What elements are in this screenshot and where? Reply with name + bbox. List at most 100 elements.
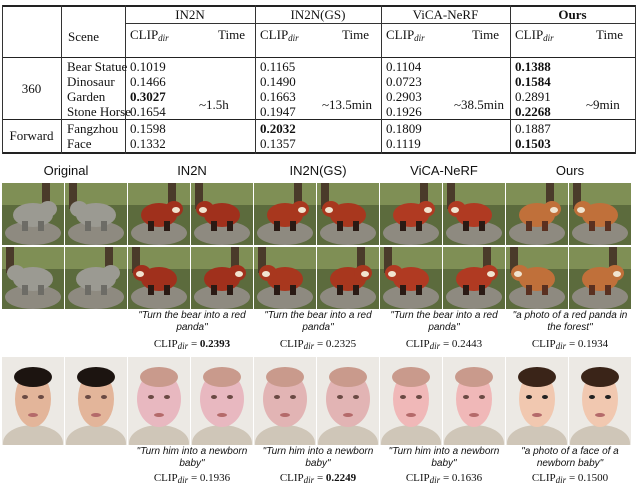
edited-bear-photo bbox=[317, 183, 379, 245]
edited-bear-photo bbox=[128, 183, 190, 245]
score-value: 0.1934 bbox=[577, 338, 609, 350]
edited-face-photo bbox=[191, 357, 253, 445]
value-cell: 0.1466 bbox=[130, 74, 166, 89]
edited-face-photo bbox=[317, 357, 379, 445]
score-value: 0.2249 bbox=[325, 472, 357, 484]
value-cell: 0.1663 bbox=[260, 89, 296, 104]
time-header: Time bbox=[472, 27, 499, 42]
col-divider bbox=[61, 5, 62, 154]
clip-header: CLIPdir bbox=[515, 27, 554, 43]
bear-prompt: "Turn the bear into a red panda" bbox=[390, 310, 498, 333]
score-value: 0.1500 bbox=[577, 472, 609, 484]
original-face-photo bbox=[2, 357, 64, 445]
edited-face-photo bbox=[128, 357, 190, 445]
clip-header: CLIPdir bbox=[260, 27, 299, 43]
edited-bear-photo bbox=[191, 183, 253, 245]
col-divider bbox=[2, 5, 3, 154]
bear-statue-photo bbox=[65, 247, 127, 309]
value-cell: 0.1332 bbox=[130, 136, 166, 151]
scene-name: Bear Statue bbox=[67, 59, 128, 74]
bear-prompt: "Turn the bear into a red panda" bbox=[138, 310, 246, 333]
value-cell: 0.1119 bbox=[386, 136, 421, 151]
table-header-rule bbox=[2, 57, 636, 58]
column-label-original: Original bbox=[43, 163, 89, 178]
time-header: Time bbox=[218, 27, 245, 42]
value-cell: 0.1165 bbox=[260, 59, 296, 74]
time-value: ~13.5min bbox=[322, 97, 373, 112]
edited-face-photo bbox=[254, 357, 316, 445]
scene-name: Fangzhou bbox=[67, 121, 119, 136]
scene-name: Garden bbox=[67, 89, 106, 104]
column-label-in2n: IN2N bbox=[177, 163, 207, 178]
edited-bear-photo bbox=[380, 183, 442, 245]
bear-clip-score: CLIPdir = 0.2443 bbox=[405, 338, 483, 351]
edited-bear-photo bbox=[569, 183, 631, 245]
value-cell: 0.1887 bbox=[515, 121, 551, 136]
value-cell: 0.1357 bbox=[260, 136, 296, 151]
score-value: 0.1936 bbox=[199, 472, 231, 484]
value-cell: 0.1926 bbox=[386, 104, 422, 119]
edited-bear-photo bbox=[191, 247, 253, 309]
face-prompt: "Turn him into a newborn baby" bbox=[388, 446, 500, 469]
col-divider bbox=[635, 5, 636, 154]
score-value: 0.2325 bbox=[325, 338, 357, 350]
scene-name: Stone Horse bbox=[67, 104, 131, 119]
original-face-photo bbox=[65, 357, 127, 445]
table-top-rule bbox=[2, 5, 636, 7]
face-prompt: "Turn him into a newborn baby" bbox=[136, 446, 248, 469]
edited-bear-photo bbox=[254, 247, 316, 309]
value-cell: 0.1490 bbox=[260, 74, 296, 89]
method-header-in2n-gs: IN2N(GS) bbox=[290, 7, 346, 22]
edited-bear-photo bbox=[254, 183, 316, 245]
method-header-ours: Ours bbox=[558, 7, 587, 22]
value-cell: 0.1503 bbox=[515, 136, 551, 151]
bear-statue-photo bbox=[2, 183, 64, 245]
value-cell: 0.1598 bbox=[130, 121, 166, 136]
face-prompt: "Turn him into a newborn baby" bbox=[262, 446, 374, 469]
edited-bear-photo bbox=[506, 247, 568, 309]
bear-clip-score: CLIPdir = 0.2325 bbox=[279, 338, 357, 351]
score-value: 0.1636 bbox=[451, 472, 483, 484]
face-clip-score: CLIPdir = 0.1636 bbox=[405, 472, 483, 485]
bear-statue-photo bbox=[65, 183, 127, 245]
time-value: ~9min bbox=[586, 97, 620, 112]
time-header: Time bbox=[596, 27, 623, 42]
col-divider bbox=[125, 5, 126, 154]
face-clip-score: CLIPdir = 0.1500 bbox=[531, 472, 609, 485]
clip-header: CLIPdir bbox=[130, 27, 169, 43]
edited-bear-photo bbox=[380, 247, 442, 309]
bear-prompt: "Turn the bear into a red panda" bbox=[264, 310, 372, 333]
value-cell: 0.1947 bbox=[260, 104, 296, 119]
column-label-vica-nerf: ViCA-NeRF bbox=[410, 163, 478, 178]
value-cell: 0.3027 bbox=[130, 89, 166, 104]
edited-face-photo bbox=[443, 357, 505, 445]
table-group-rule bbox=[2, 119, 636, 120]
value-cell: 0.1388 bbox=[515, 59, 551, 74]
value-cell: 0.1654 bbox=[130, 104, 166, 119]
table-bottom-rule bbox=[2, 152, 636, 154]
edited-bear-photo bbox=[569, 247, 631, 309]
clip-header: CLIPdir bbox=[386, 27, 425, 43]
scene-header: Scene bbox=[68, 29, 100, 44]
value-cell: 0.1019 bbox=[130, 59, 166, 74]
method-header-rule bbox=[125, 23, 636, 24]
edited-face-photo bbox=[380, 357, 442, 445]
value-cell: 0.1104 bbox=[386, 59, 422, 74]
method-header-in2n: IN2N bbox=[175, 7, 205, 22]
bear-clip-score: CLIPdir = 0.2393 bbox=[153, 338, 231, 351]
value-cell: 0.2891 bbox=[515, 89, 551, 104]
col-divider bbox=[381, 5, 382, 154]
value-cell: 0.1809 bbox=[386, 121, 422, 136]
bear-statue-photo bbox=[2, 247, 64, 309]
bear-prompt: "a photo of a red panda in the forest" bbox=[512, 310, 628, 333]
column-label-in2n-gs: IN2N(GS) bbox=[289, 163, 347, 178]
edited-face-photo bbox=[569, 357, 631, 445]
scene-name: Dinosaur bbox=[67, 74, 115, 89]
face-clip-score: CLIPdir = 0.2249 bbox=[279, 472, 357, 485]
bear-clip-score: CLIPdir = 0.1934 bbox=[531, 338, 609, 351]
value-cell: 0.1584 bbox=[515, 74, 551, 89]
time-value: ~1.5h bbox=[199, 97, 229, 112]
edited-face-photo bbox=[506, 357, 568, 445]
column-label-ours: Ours bbox=[555, 163, 585, 178]
value-cell: 0.2268 bbox=[515, 104, 551, 119]
